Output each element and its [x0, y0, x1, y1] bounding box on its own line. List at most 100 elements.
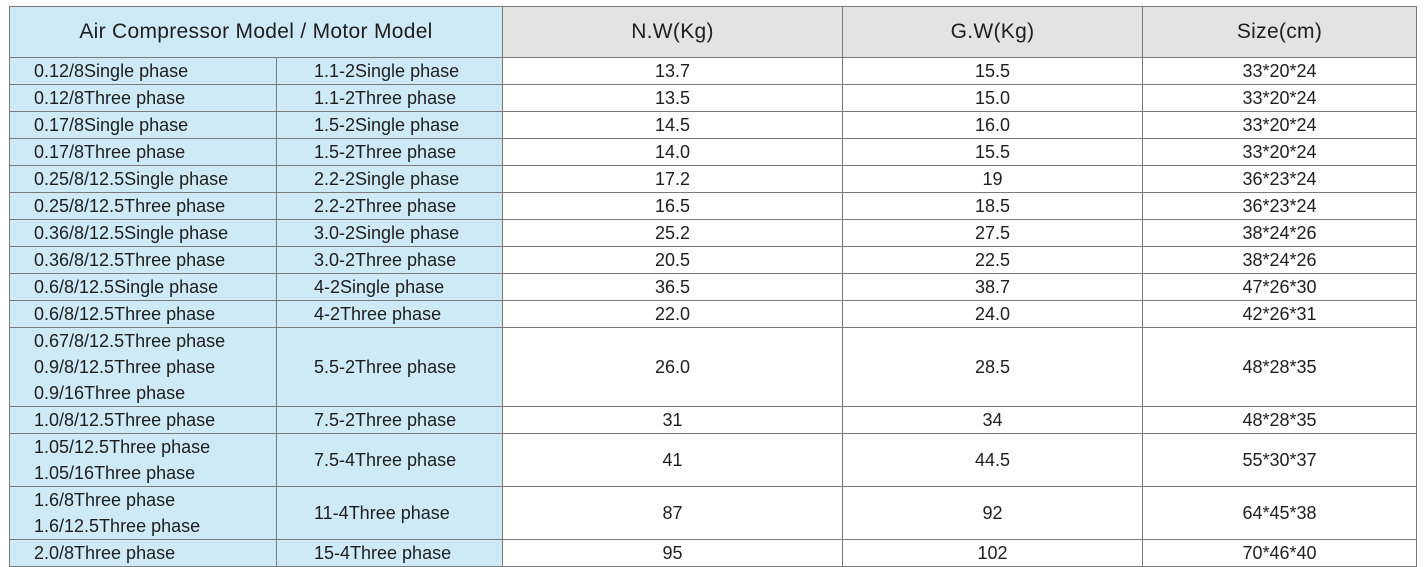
net-weight: 95 — [502, 539, 843, 567]
gross-weight: 44.5 — [842, 433, 1143, 487]
compressor-model-cell: 0.67/8/12.5Three phase 0.9/8/12.5Three ph… — [9, 327, 277, 407]
gross-weight: 38.7 — [842, 273, 1143, 301]
size: 64*45*38 — [1142, 486, 1417, 540]
motor-model: 3.0-2Three phase — [276, 246, 503, 274]
compressor-model: 0.9/8/12.5Three phase — [34, 357, 216, 377]
compressor-model: 0.36/8/12.5Three phase — [34, 250, 226, 270]
compressor-model: 0.17/8Single phase — [34, 115, 189, 135]
gross-weight: 22.5 — [842, 246, 1143, 274]
compressor-model-cell: 0.12/8Single phase — [9, 57, 277, 85]
table-row: 0.67/8/12.5Three phase 0.9/8/12.5Three ph… — [9, 327, 1417, 407]
table-row: 2.0/8Three phase 15-4Three phase 95 102 70*4… — [9, 539, 1417, 567]
compressor-model-cell: 0.25/8/12.5Single phase — [9, 165, 277, 193]
motor-model: 5.5-2Three phase — [276, 327, 503, 407]
compressor-model-cell: 0.36/8/12.5Three phase — [9, 246, 277, 274]
table-row: 1.6/8Three phase 1.6/12.5Three phase 11-4T… — [9, 486, 1417, 540]
gross-weight: 15.5 — [842, 138, 1143, 166]
net-weight: 22.0 — [502, 300, 843, 328]
compressor-model-cell: 0.6/8/12.5Three phase — [9, 300, 277, 328]
net-weight: 25.2 — [502, 219, 843, 247]
motor-model: 2.2-2Three phase — [276, 192, 503, 220]
gross-weight-header: G.W(Kg) — [842, 6, 1143, 58]
compressor-model: 0.25/8/12.5Three phase — [34, 196, 226, 216]
table-body: 0.12/8Single phase 1.1-2Single phase 13.7 1… — [9, 57, 1417, 567]
size-header: Size(cm) — [1142, 6, 1417, 58]
compressor-model-cell: 0.12/8Three phase — [9, 84, 277, 112]
table-row: 1.0/8/12.5Three phase 7.5-2Three phase 31 3… — [9, 406, 1417, 434]
net-weight: 13.5 — [502, 84, 843, 112]
compressor-model: 1.6/8Three phase — [34, 490, 176, 510]
motor-model: 2.2-2Single phase — [276, 165, 503, 193]
size: 33*20*24 — [1142, 111, 1417, 139]
compressor-model-cell: 1.0/8/12.5Three phase — [9, 406, 277, 434]
net-weight: 14.0 — [502, 138, 843, 166]
size: 48*28*35 — [1142, 406, 1417, 434]
table-row: 0.6/8/12.5Three phase 4-2Three phase 22.0 2… — [9, 300, 1417, 328]
gross-weight: 15.0 — [842, 84, 1143, 112]
gross-weight: 28.5 — [842, 327, 1143, 407]
model-header: Air Compressor Model / Motor Model — [9, 6, 503, 58]
net-weight: 26.0 — [502, 327, 843, 407]
gross-weight: 24.0 — [842, 300, 1143, 328]
gross-weight: 16.0 — [842, 111, 1143, 139]
table-row: 0.25/8/12.5Three phase 2.2-2Three phase 16… — [9, 192, 1417, 220]
motor-model: 4-2Three phase — [276, 300, 503, 328]
compressor-model-cell: 0.36/8/12.5Single phase — [9, 219, 277, 247]
motor-model: 7.5-2Three phase — [276, 406, 503, 434]
motor-model: 1.1-2Single phase — [276, 57, 503, 85]
motor-model: 3.0-2Single phase — [276, 219, 503, 247]
motor-model: 7.5-4Three phase — [276, 433, 503, 487]
size: 36*23*24 — [1142, 165, 1417, 193]
size: 70*46*40 — [1142, 539, 1417, 567]
table-row: 0.36/8/12.5Single phase 3.0-2Single phase… — [9, 219, 1417, 247]
motor-model: 15-4Three phase — [276, 539, 503, 567]
compressor-model: 0.25/8/12.5Single phase — [34, 169, 229, 189]
size: 33*20*24 — [1142, 57, 1417, 85]
spec-table: Air Compressor Model / Motor Model N.W(K… — [9, 6, 1417, 567]
gross-weight: 18.5 — [842, 192, 1143, 220]
net-weight-header: N.W(Kg) — [502, 6, 843, 58]
header-row: Air Compressor Model / Motor Model N.W(K… — [9, 6, 1417, 58]
gross-weight: 15.5 — [842, 57, 1143, 85]
gross-weight: 19 — [842, 165, 1143, 193]
table-row: 0.12/8Single phase 1.1-2Single phase 13.7 1… — [9, 57, 1417, 85]
compressor-model: 0.9/16Three phase — [34, 383, 186, 403]
compressor-model: 2.0/8Three phase — [34, 543, 176, 563]
motor-model: 4-2Single phase — [276, 273, 503, 301]
table-row: 0.17/8Three phase 1.5-2Three phase 14.0 15.… — [9, 138, 1417, 166]
net-weight: 14.5 — [502, 111, 843, 139]
compressor-model: 0.6/8/12.5Single phase — [34, 277, 219, 297]
compressor-model-cell: 0.6/8/12.5Single phase — [9, 273, 277, 301]
compressor-model: 0.12/8Single phase — [34, 61, 189, 81]
net-weight: 41 — [502, 433, 843, 487]
table-header: Air Compressor Model / Motor Model N.W(K… — [9, 6, 1417, 58]
size: 33*20*24 — [1142, 138, 1417, 166]
motor-model: 1.1-2Three phase — [276, 84, 503, 112]
compressor-model: 0.6/8/12.5Three phase — [34, 304, 216, 324]
size: 47*26*30 — [1142, 273, 1417, 301]
table-row: 0.36/8/12.5Three phase 3.0-2Three phase 20… — [9, 246, 1417, 274]
compressor-model: 1.0/8/12.5Three phase — [34, 410, 216, 430]
compressor-model-cell: 0.17/8Single phase — [9, 111, 277, 139]
gross-weight: 27.5 — [842, 219, 1143, 247]
compressor-model-cell: 1.05/12.5Three phase 1.05/16Three phase — [9, 433, 277, 487]
compressor-model: 0.12/8Three phase — [34, 88, 186, 108]
table-row: 0.12/8Three phase 1.1-2Three phase 13.5 15.… — [9, 84, 1417, 112]
gross-weight: 92 — [842, 486, 1143, 540]
size: 38*24*26 — [1142, 219, 1417, 247]
net-weight: 17.2 — [502, 165, 843, 193]
compressor-model: 1.05/12.5Three phase — [34, 437, 211, 457]
compressor-model: 1.05/16Three phase — [34, 463, 196, 483]
net-weight: 13.7 — [502, 57, 843, 85]
net-weight: 87 — [502, 486, 843, 540]
net-weight: 36.5 — [502, 273, 843, 301]
size: 36*23*24 — [1142, 192, 1417, 220]
size: 55*30*37 — [1142, 433, 1417, 487]
gross-weight: 102 — [842, 539, 1143, 567]
spec-table-container: Air Compressor Model / Motor Model N.W(K… — [9, 6, 1417, 567]
table-row: 0.6/8/12.5Single phase 4-2Single phase 36.… — [9, 273, 1417, 301]
compressor-model-cell: 0.17/8Three phase — [9, 138, 277, 166]
size: 42*26*31 — [1142, 300, 1417, 328]
compressor-model-cell: 2.0/8Three phase — [9, 539, 277, 567]
compressor-model: 0.67/8/12.5Three phase — [34, 331, 226, 351]
